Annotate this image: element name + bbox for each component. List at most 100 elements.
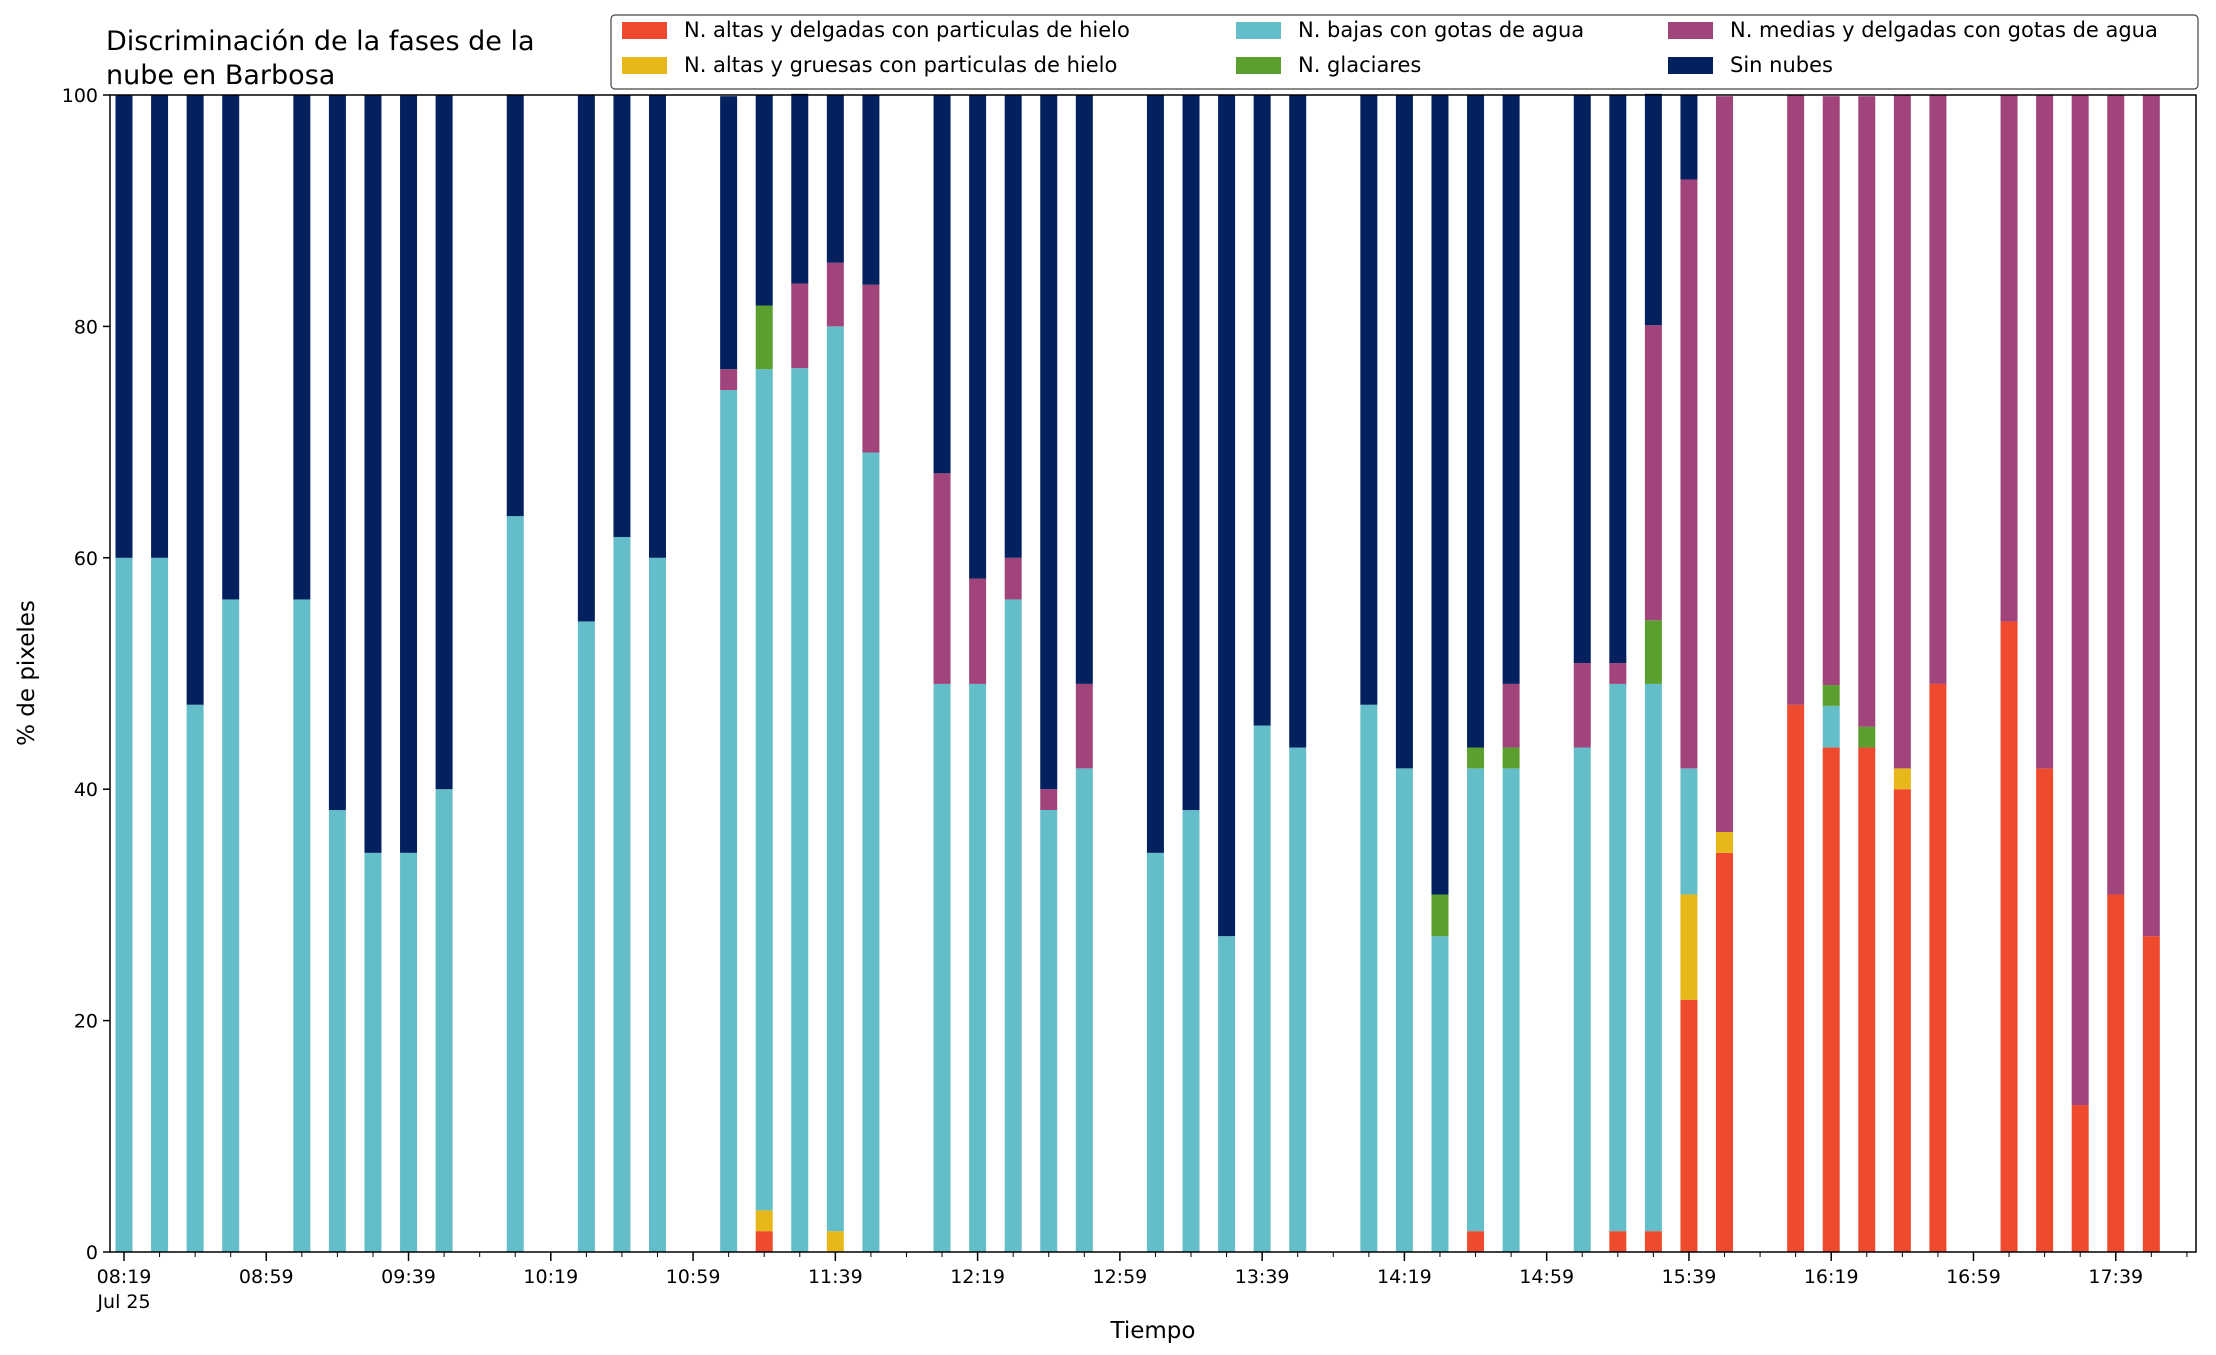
bar-seg-s5-b22 — [1075, 95, 1093, 684]
bar-seg-s2-b13 — [720, 390, 738, 1252]
bar-seg-s4-b37 — [1716, 96, 1734, 833]
x-tick-label-9: 14:19 — [1377, 1266, 1432, 1288]
bar-seg-s5-b0 — [115, 95, 133, 558]
bar-seg-s5-b31 — [1467, 95, 1485, 748]
bar-seg-s2-b20 — [1004, 599, 1022, 1252]
bar-seg-s2-b24 — [1182, 810, 1200, 1252]
bar-seg-s4-b45 — [2071, 95, 2089, 1106]
bar-seg-s3-b32 — [1502, 747, 1520, 769]
legend-swatch-3 — [1236, 57, 1281, 74]
bar-seg-s4-b16 — [826, 262, 844, 327]
bar-seg-s4-b40 — [1858, 96, 1876, 727]
bar-seg-s4-b47 — [2142, 95, 2160, 937]
bar-seg-s5-b23 — [1146, 95, 1164, 853]
bar-seg-s4-b43 — [2000, 95, 2018, 622]
bar-seg-s5-b1 — [151, 95, 169, 558]
bar-seg-s5-b28 — [1360, 95, 1378, 705]
bar-seg-s5-b16 — [826, 95, 844, 263]
x-tick-label-0: 08:19 — [97, 1266, 152, 1288]
y-tick-label-3: 60 — [74, 548, 98, 570]
bar-seg-s2-b9 — [506, 516, 524, 1252]
legend-label-2: N. bajas con gotas de agua — [1298, 18, 1584, 42]
bar-seg-s2-b21 — [1040, 810, 1058, 1252]
bar-seg-s4-b20 — [1004, 557, 1022, 600]
bar-seg-s2-b29 — [1395, 768, 1413, 1252]
bar-seg-s2-b23 — [1146, 852, 1164, 1252]
bar-seg-s5-b5 — [328, 95, 346, 811]
bar-seg-s0-b44 — [2036, 768, 2054, 1252]
bar-seg-s2-b25 — [1218, 936, 1236, 1252]
bars-layer — [115, 93, 2160, 1252]
bar-seg-s5-b18 — [933, 95, 951, 474]
bar-seg-s2-b4 — [293, 599, 311, 1252]
bar-seg-s0-b37 — [1716, 852, 1734, 1252]
bar-seg-s2-b15 — [791, 368, 809, 1252]
x-tick-sublabel-0: Jul 25 — [96, 1291, 150, 1313]
bar-seg-s2-b8 — [435, 789, 453, 1252]
bar-seg-s3-b35 — [1644, 620, 1662, 684]
bar-seg-s1-b37 — [1716, 832, 1734, 853]
bar-seg-s2-b35 — [1644, 683, 1662, 1232]
bar-seg-s2-b11 — [613, 536, 631, 1252]
bar-seg-s5-b17 — [862, 95, 880, 285]
bar-seg-s2-b22 — [1075, 768, 1093, 1252]
bar-seg-s4-b22 — [1075, 683, 1093, 769]
bar-seg-s0-b43 — [2000, 621, 2018, 1252]
x-tick-label-5: 11:39 — [808, 1266, 863, 1288]
bar-seg-s0-b34 — [1609, 1231, 1627, 1252]
bar-seg-s2-b33 — [1573, 747, 1591, 1252]
x-tick-label-12: 16:19 — [1804, 1266, 1859, 1288]
bar-seg-s2-b30 — [1431, 936, 1449, 1252]
bar-seg-s2-b19 — [969, 683, 987, 1252]
bar-seg-s1-b16 — [826, 1231, 844, 1252]
bar-seg-s5-b19 — [969, 95, 987, 579]
bar-seg-s3-b40 — [1858, 726, 1876, 748]
bar-seg-s2-b10 — [577, 621, 595, 1252]
bar-seg-s4-b13 — [720, 369, 738, 391]
bar-seg-s4-b42 — [1929, 95, 1947, 684]
x-axis-label: Tiempo — [1110, 1318, 1196, 1344]
x-tick-label-7: 12:59 — [1092, 1266, 1147, 1288]
bar-seg-s5-b14 — [755, 95, 773, 306]
bar-seg-s5-b2 — [186, 95, 204, 705]
chart-title-line-1: Discriminación de la fases de la — [106, 26, 535, 57]
bar-seg-s5-b9 — [506, 95, 524, 517]
bar-seg-s4-b44 — [2036, 95, 2054, 769]
legend-label-1: N. altas y gruesas con particulas de hie… — [684, 53, 1117, 77]
bar-seg-s5-b3 — [222, 95, 240, 600]
bar-seg-s5-b13 — [720, 96, 738, 370]
bar-seg-s5-b8 — [435, 95, 453, 790]
bar-seg-s5-b32 — [1502, 95, 1520, 684]
legend-swatch-4 — [1668, 22, 1713, 39]
bar-seg-s4-b19 — [969, 578, 987, 684]
x-tick-label-3: 10:19 — [523, 1266, 578, 1288]
plot-frame — [109, 94, 2197, 1253]
bar-seg-s2-b1 — [151, 557, 169, 1252]
bar-seg-s2-b34 — [1609, 683, 1627, 1232]
y-axis-label: % de pixeles — [14, 600, 40, 746]
x-tick-label-14: 17:39 — [2088, 1266, 2143, 1288]
bar-seg-s2-b32 — [1502, 768, 1520, 1252]
legend-box — [610, 14, 2199, 90]
bar-seg-s0-b41 — [1893, 789, 1911, 1252]
bar-seg-s1-b36 — [1680, 894, 1698, 1000]
bar-seg-s5-b27 — [1289, 95, 1307, 748]
bar-seg-s5-b26 — [1253, 95, 1271, 726]
bar-seg-s4-b33 — [1573, 663, 1591, 748]
bar-seg-s5-b10 — [577, 95, 595, 622]
bar-seg-s2-b7 — [400, 852, 418, 1252]
bar-seg-s4-b36 — [1680, 179, 1698, 769]
bar-seg-s0-b39 — [1822, 747, 1840, 1252]
bar-seg-s2-b12 — [649, 557, 666, 1252]
bar-seg-s5-b4 — [293, 95, 311, 600]
y-tick-label-5: 100 — [62, 85, 98, 107]
bar-seg-s3-b30 — [1431, 894, 1449, 937]
bar-seg-s1-b41 — [1893, 768, 1911, 790]
bar-seg-s2-b0 — [115, 557, 133, 1252]
legend-swatch-1 — [622, 57, 667, 74]
bar-seg-s3-b14 — [755, 305, 773, 370]
bar-seg-s2-b39 — [1822, 705, 1840, 748]
bar-seg-s2-b36 — [1680, 768, 1698, 895]
bar-seg-s5-b11 — [613, 95, 631, 537]
